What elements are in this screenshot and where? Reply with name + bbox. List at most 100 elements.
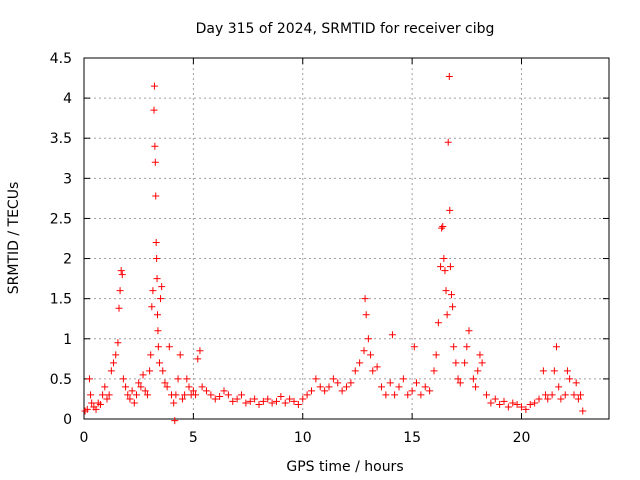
data-point <box>410 343 418 351</box>
data-point <box>338 387 346 395</box>
data-point <box>299 395 307 403</box>
data-point <box>150 106 158 114</box>
data-point <box>143 391 151 399</box>
data-point <box>229 397 237 405</box>
data-point <box>399 375 407 383</box>
data-point <box>432 351 440 359</box>
data-point <box>114 339 122 347</box>
data-point <box>438 224 446 232</box>
data-point <box>137 383 145 391</box>
data-point <box>101 383 109 391</box>
data-point <box>92 405 100 413</box>
data-point <box>474 367 482 375</box>
data-point <box>163 383 171 391</box>
data-point <box>522 405 530 413</box>
data-point <box>454 375 462 383</box>
data-point <box>268 399 276 407</box>
data-point <box>139 371 147 379</box>
data-point <box>469 375 477 383</box>
data-point <box>124 391 132 399</box>
data-point <box>343 383 350 391</box>
data-point <box>128 387 136 395</box>
data-point <box>290 397 298 405</box>
data-point <box>242 399 250 407</box>
data-point <box>563 367 571 375</box>
data-point <box>115 304 123 312</box>
data-point <box>450 343 458 351</box>
plot-frame <box>83 57 610 420</box>
data-point <box>155 359 163 367</box>
data-point <box>572 379 580 387</box>
data-point <box>105 391 113 399</box>
data-point <box>440 255 448 263</box>
data-point <box>259 397 267 405</box>
data-point <box>216 393 224 401</box>
data-point <box>238 391 245 399</box>
data-point <box>509 399 517 407</box>
x-tick-label: 10 <box>294 430 312 446</box>
data-point <box>85 375 93 383</box>
data-point <box>452 359 460 367</box>
y-tick-label: 1 <box>63 332 72 348</box>
data-point <box>437 263 445 271</box>
data-point <box>154 327 162 335</box>
data-point <box>88 399 96 407</box>
data-point <box>207 391 215 399</box>
data-point <box>408 387 416 395</box>
data-point <box>388 331 396 339</box>
data-point <box>286 395 294 403</box>
data-point <box>152 192 160 200</box>
data-point <box>395 383 403 391</box>
data-point <box>566 375 574 383</box>
data-point <box>246 397 254 405</box>
data-point <box>430 367 438 375</box>
data-point <box>176 351 184 359</box>
data-point <box>281 399 289 407</box>
data-point <box>103 395 111 403</box>
data-point <box>154 343 162 351</box>
data-point <box>312 375 320 383</box>
data-point <box>135 379 143 387</box>
data-point <box>233 395 241 403</box>
data-point <box>555 383 563 391</box>
data-point <box>421 383 429 391</box>
x-tick-label: 5 <box>189 430 198 446</box>
data-point <box>172 391 180 399</box>
data-point <box>548 391 556 399</box>
data-point <box>152 239 160 247</box>
y-tick-label: 4 <box>63 91 72 107</box>
data-point <box>404 391 412 399</box>
data-point <box>133 391 140 399</box>
y-axis-label: SRMTID / TECUs <box>6 182 22 295</box>
data-point <box>445 72 453 80</box>
data-point <box>170 399 178 407</box>
data-point <box>151 142 159 150</box>
data-point <box>391 391 399 399</box>
data-point <box>351 367 359 375</box>
data-point <box>126 395 134 403</box>
data-point <box>112 351 120 359</box>
data-point <box>439 222 447 230</box>
data-point <box>441 267 449 275</box>
data-point <box>369 367 377 375</box>
data-point <box>413 379 420 387</box>
data-point <box>472 383 480 391</box>
data-point <box>483 391 490 399</box>
y-tick-label: 1.5 <box>50 292 72 308</box>
y-tick-label: 3.5 <box>50 131 72 147</box>
data-point <box>122 383 130 391</box>
y-tick-label: 0.5 <box>50 372 72 388</box>
data-point <box>443 311 451 319</box>
data-point <box>465 327 473 335</box>
data-point <box>308 387 315 395</box>
data-point <box>367 351 375 359</box>
data-point <box>364 335 372 343</box>
data-point <box>110 359 118 367</box>
data-point <box>116 287 124 295</box>
data-point <box>478 359 486 367</box>
data-point <box>211 395 219 403</box>
data-point <box>150 82 158 90</box>
y-tick-label: 4.5 <box>50 51 72 67</box>
x-tick-label: 15 <box>403 430 421 446</box>
